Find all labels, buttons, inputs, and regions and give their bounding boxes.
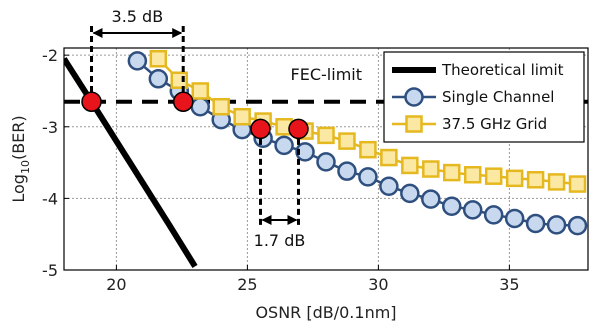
y-tick-label: -2 [42,46,58,65]
legend-marker-single-channel [404,87,424,107]
single-channel-point [190,96,210,117]
legend-label-37-5-ghz-grid: 37.5 GHz Grid [442,115,547,133]
single-channel-point [400,183,420,204]
37-5-ghz-grid-point [212,97,230,116]
legend: Theoretical limit Single Channel 37.5 GHz … [383,51,585,143]
tick-labels: 20 25 30 35 -2 -3 -4 -5 [42,46,520,294]
x-tick-label: 20 [106,275,126,294]
37-5-ghz-grid-point [233,107,251,126]
series-layer [64,49,588,268]
annotations: 3.5 dB 1.7 dB [92,7,306,250]
red-marker [81,91,102,112]
37-5-ghz-grid-point [568,175,587,193]
y-tick-label: -4 [42,189,58,208]
single-channel-point [567,215,588,236]
x-tick-label: 35 [499,275,519,294]
37-5-ghz-grid-point [317,126,335,145]
y-axis-title: Log10(BER) [9,115,32,202]
plot-frame [63,47,589,271]
legend-marker-37-5-ghz-grid [405,115,423,133]
single-channel-point [525,213,546,234]
x-tick-label: 30 [368,275,388,294]
red-marker [172,91,194,112]
y-axis-title-base: Log [9,174,28,203]
single-channel-point [546,215,567,235]
37-5-ghz-grid-point [401,156,419,175]
37-5-ghz-grid-point [380,148,398,167]
guide-lines [90,26,300,226]
annotation-1-7-db: 1.7 dB [254,231,306,250]
single-channel-point [316,152,336,172]
single-channel-point [358,167,378,187]
single-channel-point [442,196,462,217]
red-marker [250,118,271,140]
37-5-ghz-grid-point [422,160,440,178]
y-tick-label: -5 [42,261,58,280]
single-channel-point [504,208,525,229]
single-channel-point [274,135,294,156]
37-5-ghz-grid-point [484,167,503,185]
37-5-ghz-grid-point [191,82,209,100]
y-axis-title-sub: 10 [19,160,32,174]
37-5-ghz-grid-point [526,171,545,189]
single-channel-point [462,200,483,220]
37-5-ghz-grid-point [359,140,377,159]
37-5-ghz-grid-point [338,132,356,150]
y-axis-title-rest: (BER) [9,115,28,160]
37-5-ghz-grid-point [463,166,482,184]
single-channel-point [337,161,357,181]
single-channel-point [148,69,169,89]
single-channel-point [483,205,504,225]
red-markers [81,91,309,140]
37-5-ghz-grid-point [443,163,461,182]
annotation-3-5-db: 3.5 dB [112,7,164,26]
37-5-ghz-grid-point [149,49,168,68]
single-channel-point [421,189,441,209]
legend-label-theoretical-limit: Theoretical limit [441,61,564,79]
fec-limit-label: FEC-limit [291,65,362,84]
single-channel-point [295,142,315,162]
37-5-ghz-grid-point [505,169,524,188]
legend-label-single-channel: Single Channel [442,88,554,106]
x-axis-title: OSNR [dB/0.1nm] [255,303,396,322]
single-channel-line [136,59,578,227]
37-5-ghz-grid-point [547,173,566,191]
x-tick-label: 25 [237,275,257,294]
single-channel-point [127,51,148,71]
y-tick-label: -3 [42,118,58,137]
theoretical-limit-line [64,57,198,268]
red-marker [288,118,309,140]
single-channel-point [379,176,399,196]
